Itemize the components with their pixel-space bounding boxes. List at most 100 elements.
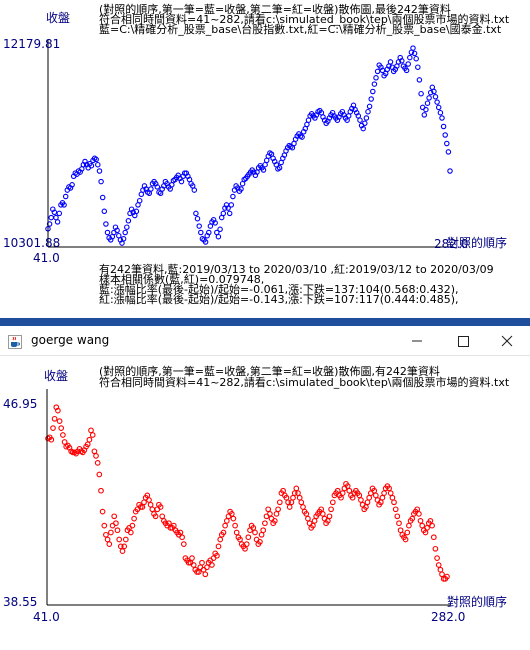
data-point xyxy=(104,229,111,236)
data-point xyxy=(381,490,387,496)
taskbar-strip xyxy=(0,318,530,326)
data-point xyxy=(273,511,280,517)
data-point xyxy=(432,545,439,552)
data-point xyxy=(88,427,94,434)
data-point xyxy=(220,529,227,536)
data-point xyxy=(48,436,55,443)
data-point xyxy=(291,140,297,147)
top-y-axis-label: 收盤 xyxy=(46,11,70,25)
data-point xyxy=(421,112,428,118)
data-point xyxy=(338,494,344,501)
data-point xyxy=(305,515,311,522)
window-titlebar[interactable]: goerge wang xyxy=(0,326,530,356)
data-point xyxy=(212,220,218,226)
data-point xyxy=(177,529,184,536)
data-point xyxy=(391,499,397,506)
data-point xyxy=(238,186,244,192)
data-point xyxy=(189,555,195,561)
data-point xyxy=(319,511,326,517)
data-point xyxy=(368,96,374,102)
data-point xyxy=(265,506,272,513)
data-point xyxy=(122,229,128,236)
data-point xyxy=(298,499,305,506)
data-point xyxy=(328,506,334,513)
data-point xyxy=(54,219,61,225)
data-point xyxy=(141,499,147,506)
data-point xyxy=(358,497,364,503)
data-point xyxy=(392,506,399,513)
data-point xyxy=(194,215,201,222)
data-point xyxy=(149,506,156,513)
bottom-header-line: 符合相同時間資料=41~282,請看c:\simulated_book\tep\… xyxy=(99,376,510,389)
data-point xyxy=(185,559,192,566)
data-point xyxy=(417,518,424,524)
data-point xyxy=(374,68,381,75)
bottom-y-tick-top: 46.95 xyxy=(3,397,37,411)
data-point xyxy=(397,527,404,534)
data-point xyxy=(119,548,126,554)
data-point xyxy=(69,449,76,456)
close-button[interactable] xyxy=(484,326,530,356)
data-point xyxy=(291,490,298,496)
data-point xyxy=(364,499,371,506)
data-point xyxy=(252,529,258,536)
data-point xyxy=(137,504,144,510)
bottom-header-text: (對照的順序,第一筆=藍=收盤,第二筆=紅=收盤)散佈圖,有242筆資料 符合相… xyxy=(99,366,509,388)
bottom-chart-panel: 收盤 46.95 38.55 41.0 282.0 對照的順序 (對照的順序,第… xyxy=(0,356,530,650)
data-point xyxy=(193,210,199,217)
data-point xyxy=(114,527,121,534)
data-point xyxy=(424,100,431,106)
data-point xyxy=(108,529,114,536)
data-point xyxy=(372,492,379,499)
data-point xyxy=(339,490,346,496)
data-point xyxy=(445,149,452,155)
data-point xyxy=(326,513,333,520)
data-point xyxy=(379,494,386,501)
data-point xyxy=(349,494,356,501)
data-point xyxy=(217,226,223,233)
data-point xyxy=(414,506,421,513)
data-point xyxy=(396,520,402,527)
top-x-tick-left: 41.0 xyxy=(33,251,60,265)
data-point xyxy=(166,520,172,527)
data-point xyxy=(220,210,227,217)
bottom-chart-canvas: 收盤 46.95 38.55 41.0 282.0 對照的順序 xyxy=(3,369,507,624)
data-point xyxy=(133,208,140,215)
data-point xyxy=(419,522,426,529)
data-point xyxy=(106,541,113,547)
data-point xyxy=(202,571,209,578)
data-point xyxy=(413,55,419,62)
data-point xyxy=(120,236,127,242)
data-point xyxy=(94,460,101,466)
data-point xyxy=(439,115,445,121)
minimize-button[interactable] xyxy=(394,326,440,356)
data-point xyxy=(89,432,96,438)
data-point xyxy=(387,490,394,496)
data-point xyxy=(370,88,376,95)
data-point xyxy=(394,513,401,520)
maximize-icon xyxy=(458,336,469,347)
data-point xyxy=(403,67,410,74)
data-point xyxy=(427,89,434,96)
data-point xyxy=(407,54,413,61)
data-point xyxy=(362,120,368,127)
data-point xyxy=(215,543,222,550)
data-point xyxy=(99,508,106,515)
data-point xyxy=(46,221,53,227)
maximize-button[interactable] xyxy=(440,326,486,356)
data-point xyxy=(58,425,65,431)
bottom-x-axis-label: 對照的順序 xyxy=(447,594,507,609)
data-point xyxy=(56,210,63,217)
data-point xyxy=(431,88,437,95)
data-point xyxy=(447,168,453,174)
data-point xyxy=(179,534,185,541)
data-point xyxy=(114,227,120,234)
data-point xyxy=(430,534,437,541)
data-point xyxy=(444,573,450,580)
data-point xyxy=(125,218,132,224)
window-title: goerge wang xyxy=(31,333,110,347)
data-point xyxy=(157,504,164,510)
data-point xyxy=(147,501,154,508)
data-point xyxy=(129,522,136,529)
data-point xyxy=(127,529,134,536)
